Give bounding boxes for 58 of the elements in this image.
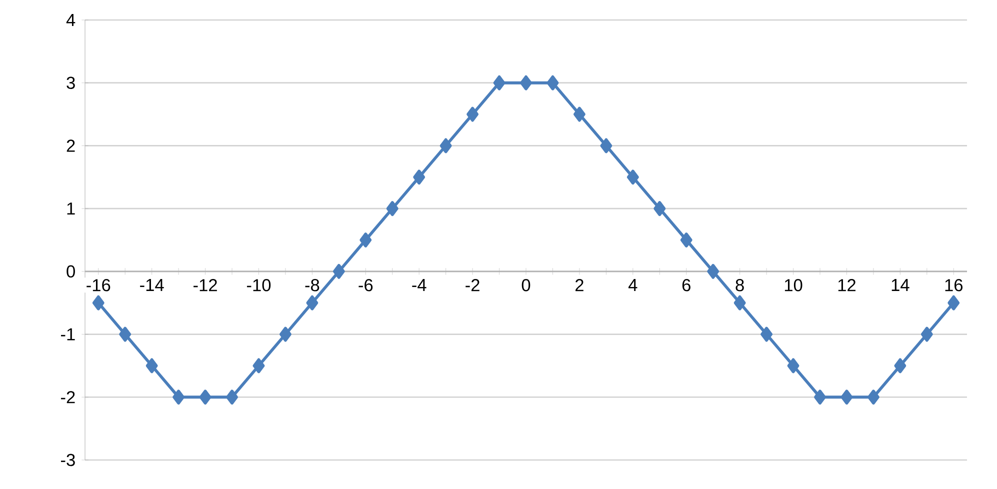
point: [252, 358, 265, 374]
point: [573, 106, 586, 122]
point: [279, 326, 292, 342]
point: [894, 358, 906, 374]
point: [440, 138, 452, 154]
x-tick-label: -6: [358, 279, 373, 292]
point: [654, 201, 666, 216]
y-tick-label: -3: [60, 454, 75, 466]
point: [760, 326, 773, 342]
y-tick-label: 4: [66, 14, 76, 26]
point: [920, 326, 933, 342]
point: [386, 201, 398, 216]
point: [867, 390, 880, 405]
x-tick-label: 4: [628, 279, 638, 291]
x-tick-label: 10: [784, 279, 802, 292]
x-tick-label: -4: [412, 279, 426, 291]
point: [600, 138, 612, 154]
point: [306, 295, 318, 310]
x-tick-label: -14: [140, 279, 164, 291]
y-tick-label: 3: [66, 76, 75, 89]
x-tick-label: 0: [522, 279, 530, 292]
point: [92, 295, 104, 310]
point: [787, 358, 800, 374]
point: [840, 390, 853, 405]
y-tick-label: -1: [60, 328, 75, 340]
x-tick-label: 8: [736, 279, 744, 292]
x-tick-label: 6: [682, 279, 690, 292]
point: [546, 75, 559, 90]
point: [172, 390, 185, 405]
point: [119, 326, 132, 342]
point: [948, 295, 960, 310]
x-tick-label: -2: [466, 279, 480, 292]
x-tick-label: 14: [892, 279, 910, 291]
y-tick-label: -2: [60, 391, 75, 404]
x-tick-label: -16: [86, 279, 110, 292]
y-tick-label: 0: [66, 265, 75, 278]
x-tick-label: -10: [246, 279, 271, 292]
point: [707, 264, 720, 279]
point: [226, 390, 238, 405]
point: [332, 264, 345, 279]
point: [146, 358, 158, 374]
y-tick-label: 2: [66, 140, 75, 152]
point: [520, 75, 532, 90]
point: [466, 106, 479, 122]
x-tick-label: 2: [576, 279, 584, 292]
x-tick-label: -12: [194, 279, 217, 292]
point: [493, 75, 506, 90]
x-tick-label: 12: [838, 279, 856, 292]
y-tick-label: 1: [67, 202, 75, 215]
point: [814, 390, 826, 405]
point: [360, 232, 372, 248]
x-tick-label: -8: [305, 279, 320, 292]
point: [626, 170, 639, 185]
point: [680, 232, 692, 248]
x-tick-label: 16: [945, 279, 963, 292]
point: [734, 295, 746, 310]
point: [199, 390, 212, 405]
point: [413, 170, 426, 185]
